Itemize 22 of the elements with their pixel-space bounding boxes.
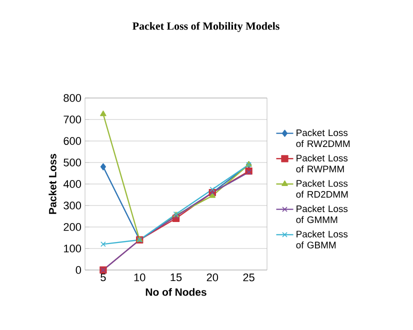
legend-label: Packet Loss of GBMM <box>296 230 348 248</box>
x-tick-label: 25 <box>243 274 254 282</box>
y-tick-label: 800 <box>64 94 82 102</box>
y-tick-label: 0 <box>76 266 82 274</box>
y-tick-label: 600 <box>64 137 82 145</box>
legend-label: Packet Loss of GMMM <box>296 205 348 224</box>
x-tick-label: 20 <box>206 274 218 282</box>
y-tick-label: 400 <box>63 180 82 188</box>
y-tick-label: 300 <box>64 202 82 210</box>
y-tick-label: 700 <box>64 116 82 124</box>
y-tick-label: 100 <box>64 244 82 252</box>
x-tick-label: 5 <box>100 274 106 282</box>
y-tick-label: 200 <box>64 223 82 231</box>
y-tick-label: 500 <box>64 158 82 166</box>
legend-label: Packet Loss of RWPMM <box>296 154 348 172</box>
x-tick-label: 10 <box>134 274 146 282</box>
y-axis-title: Packet Loss <box>48 154 56 214</box>
x-tick-label: 15 <box>170 274 182 282</box>
legend-label: Packet Loss of RW2DMM <box>296 129 350 148</box>
x-axis-title: No of Nodes <box>146 288 206 296</box>
chart-title: Packet Loss of Mobility Models <box>132 22 280 32</box>
legend-label: Packet Loss of RD2DMM <box>296 180 348 198</box>
